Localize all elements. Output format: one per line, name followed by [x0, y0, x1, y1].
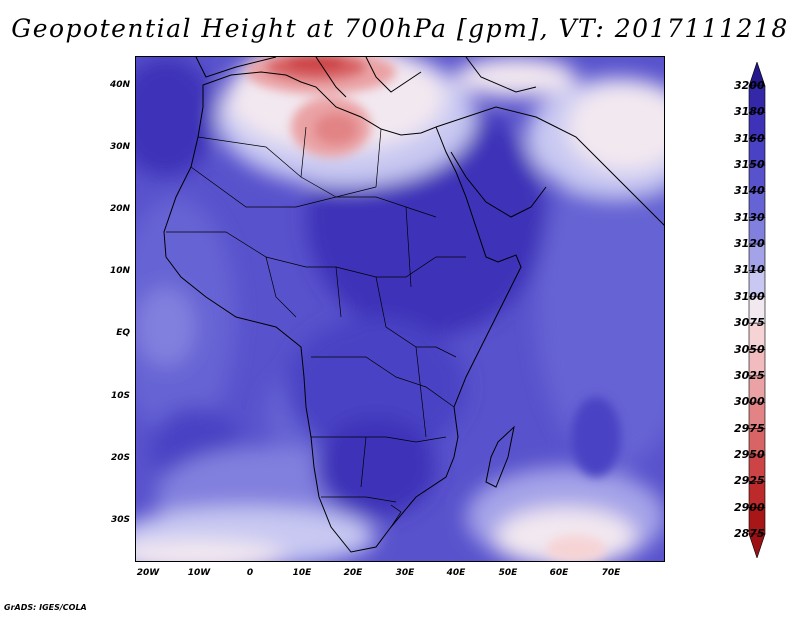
red-sea-arabia	[450, 151, 547, 218]
lat-label-40n: 40N	[109, 80, 130, 90]
madagascar-coastline	[485, 425, 515, 488]
anatolia-coastline	[465, 57, 537, 93]
lon-label-50e: 50E	[498, 568, 518, 578]
colorbar-label: 3110	[734, 263, 765, 277]
colorbar-label: 2900	[734, 500, 765, 514]
iberia-coastline	[195, 57, 277, 78]
asia-coastline	[435, 106, 664, 226]
colorbar-label: 2925	[734, 474, 765, 488]
colorbar-label: 3075	[734, 316, 765, 330]
page-title: Geopotential Height at 700hPa [gpm], VT:…	[11, 14, 789, 43]
colorbar-label: 2950	[734, 447, 765, 461]
lat-label-10s: 10S	[110, 391, 130, 401]
lon-label-20w: 20W	[136, 568, 160, 578]
italy-coastline	[315, 57, 347, 98]
lon-label-10w: 10W	[187, 568, 211, 578]
lat-label-30n: 30N	[109, 142, 130, 152]
field-shading	[136, 57, 664, 561]
colorbar	[748, 62, 766, 558]
colorbar-label: 3160	[734, 131, 765, 145]
colorbar-label: 3120	[734, 237, 765, 251]
lat-label-30s: 30S	[110, 515, 130, 525]
field-extremes	[246, 57, 621, 561]
colorbar-label: 3150	[734, 158, 765, 172]
lat-label-20n: 20N	[109, 204, 130, 214]
lat-label-10n: 10N	[109, 266, 130, 276]
colorbar-label: 3130	[734, 210, 765, 224]
colorbar-label: 3050	[734, 342, 765, 356]
lon-label-20e: 20E	[343, 568, 363, 578]
credit-text: GrADS: IGES/COLA	[4, 603, 87, 612]
country-borders	[166, 126, 466, 528]
balkans-coastline	[365, 57, 422, 93]
lon-label-40e: 40E	[446, 568, 466, 578]
colorbar-label: 3000	[734, 395, 765, 409]
lat-label-20s: 20S	[110, 453, 130, 463]
colorbar-label: 2975	[734, 421, 765, 435]
lat-label-eq: EQ	[116, 328, 130, 338]
lon-label-30e: 30E	[395, 568, 415, 578]
colorbar-label: 3025	[734, 368, 765, 382]
geopotential-height-map	[136, 57, 664, 561]
lon-label-70e: 70E	[601, 568, 621, 578]
colorbar-label: 3180	[734, 105, 765, 119]
colorbar-label: 3100	[734, 289, 765, 303]
lon-label-0: 0	[246, 568, 254, 578]
colorbar-label: 3200	[734, 79, 765, 92]
lon-label-60e: 60E	[549, 568, 569, 578]
lon-label-10e: 10E	[292, 568, 312, 578]
colorbar-label: 3140	[734, 184, 765, 198]
map-panel	[135, 56, 665, 562]
colorbar-label: 2875	[734, 527, 765, 540]
colorbar-bottom-arrow	[748, 533, 766, 558]
